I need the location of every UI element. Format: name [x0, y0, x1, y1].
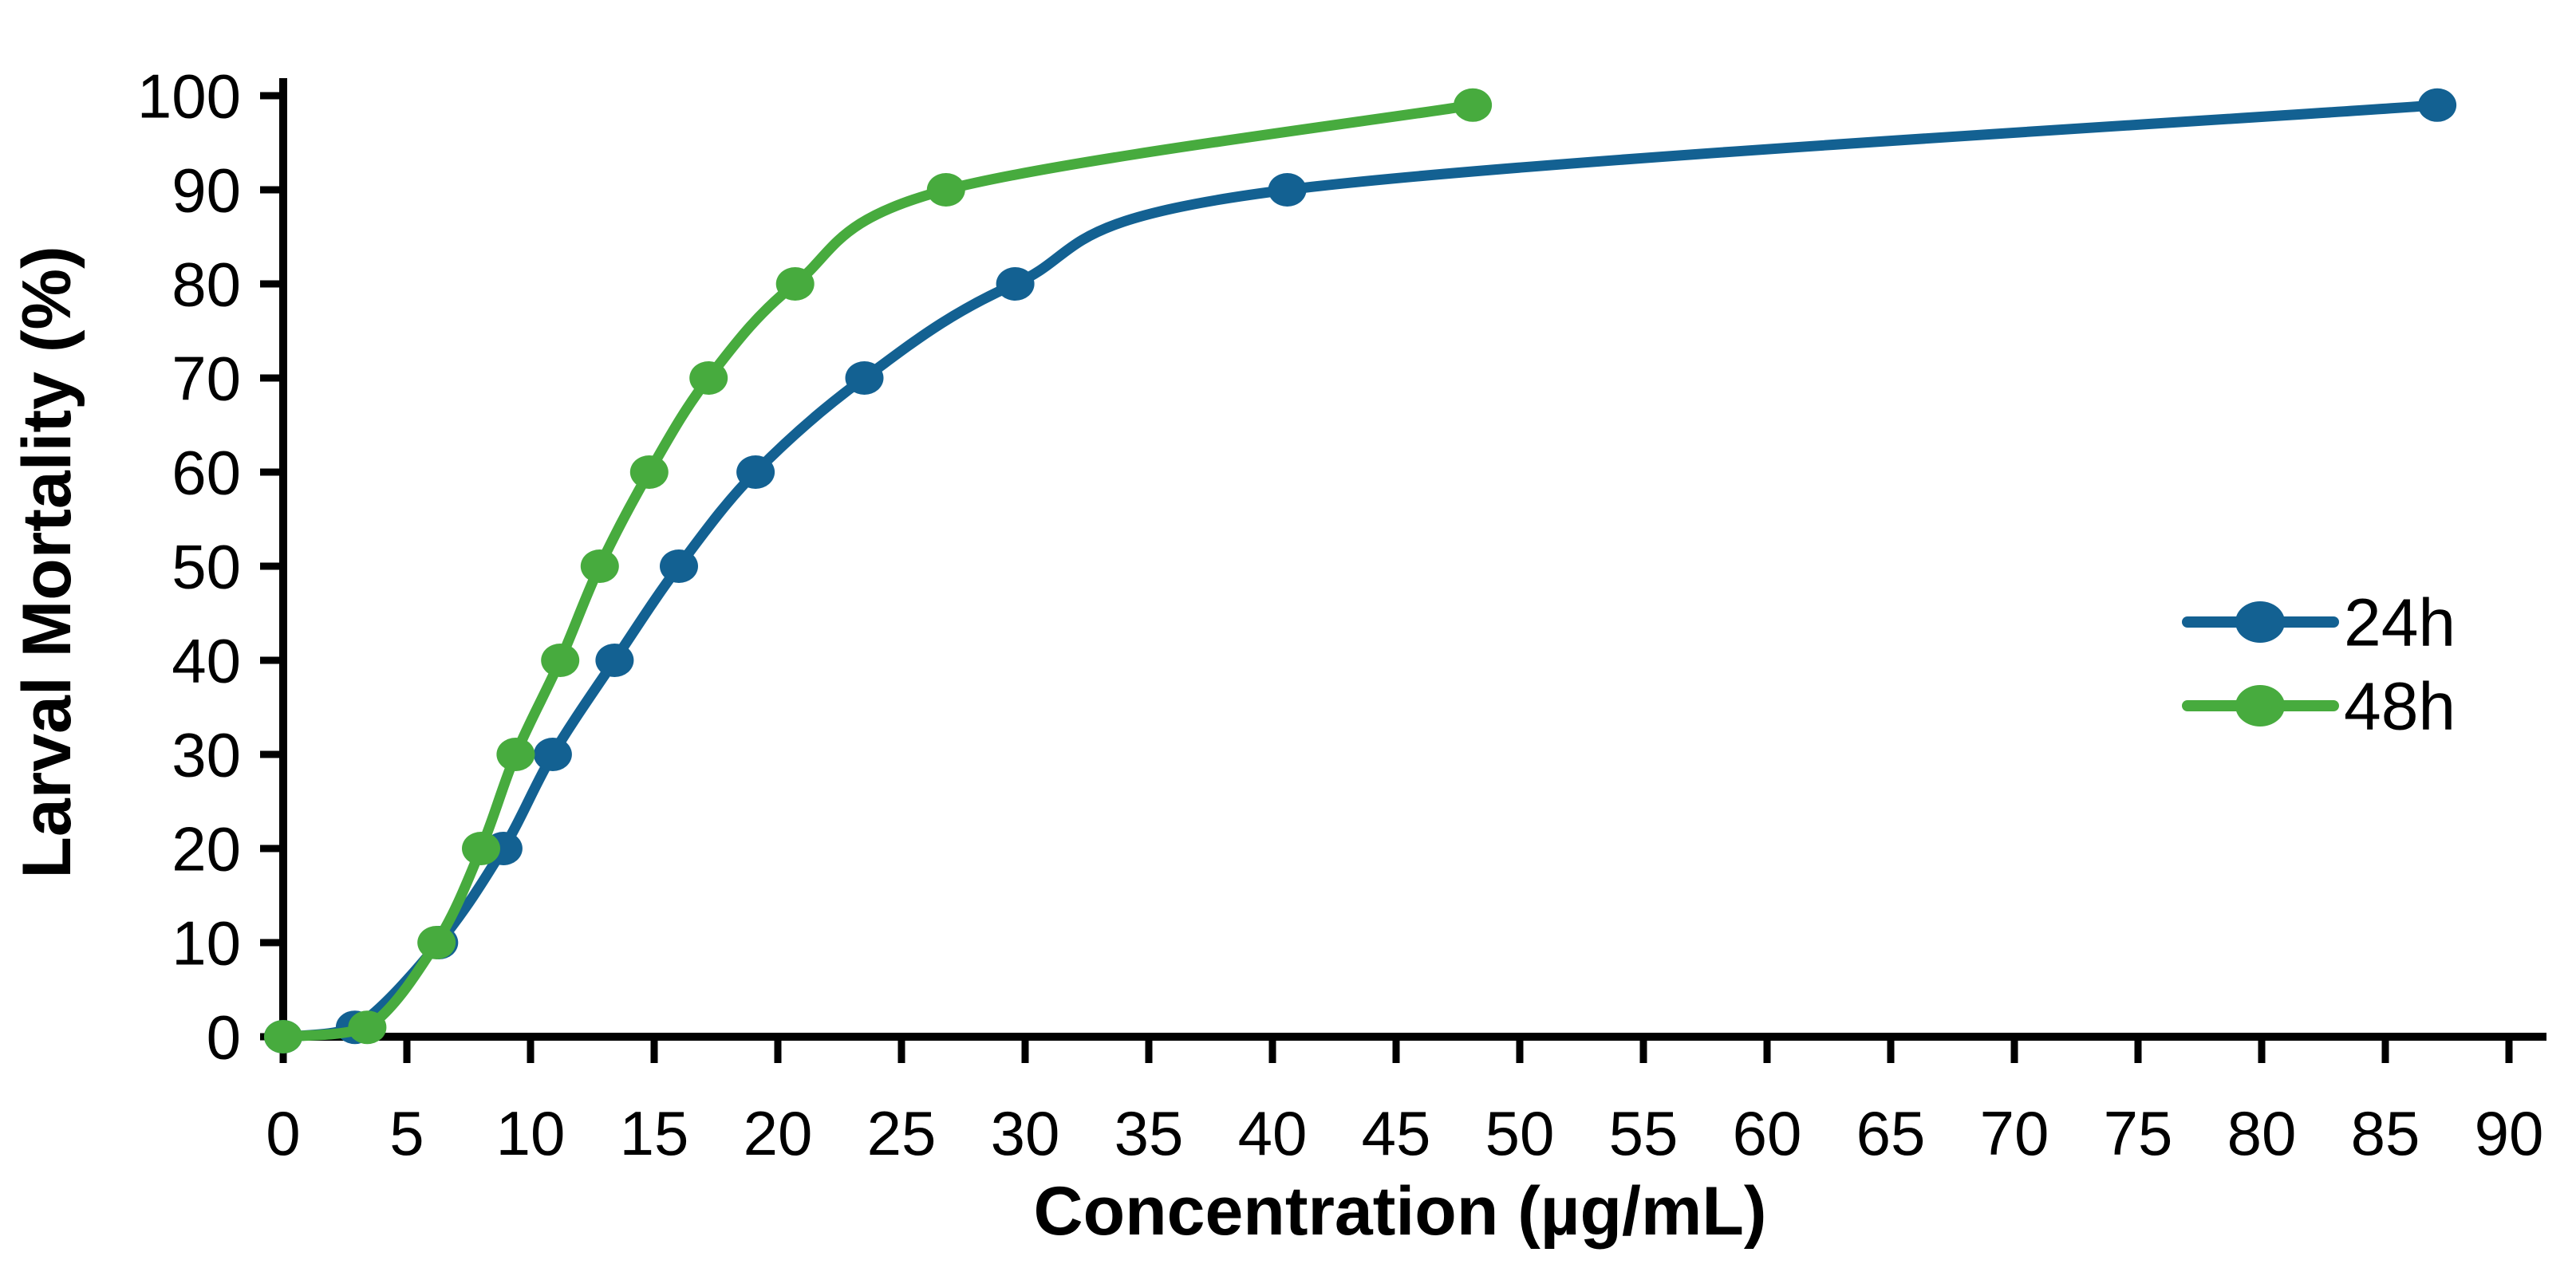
- legend-label-48h: 48h: [2344, 668, 2456, 743]
- y-tick-label: 0: [207, 1002, 241, 1072]
- data-point-24h: [660, 549, 698, 583]
- y-tick-label: 80: [172, 249, 241, 319]
- data-point-24h: [2418, 88, 2457, 122]
- y-tick-label: 100: [137, 61, 241, 131]
- x-tick-label: 35: [1114, 1098, 1184, 1168]
- data-point-48h: [1454, 88, 1493, 122]
- data-point-24h: [1268, 173, 1307, 207]
- y-tick-label: 50: [172, 531, 241, 601]
- data-point-48h: [264, 1020, 302, 1053]
- data-point-48h: [629, 455, 669, 489]
- data-point-48h: [541, 644, 580, 677]
- y-tick-label: 40: [172, 625, 241, 695]
- x-tick-label: 20: [744, 1098, 813, 1168]
- x-tick-label: 10: [496, 1098, 566, 1168]
- data-point-48h: [462, 832, 500, 865]
- line-48h: [278, 100, 1478, 1042]
- data-point-48h: [926, 173, 965, 207]
- y-tick-label: 90: [172, 155, 241, 225]
- legend-marker-48h-icon: [2235, 685, 2285, 727]
- data-point-48h: [580, 549, 619, 583]
- data-point-24h: [595, 644, 634, 677]
- x-tick-label: 70: [1980, 1098, 2049, 1168]
- x-tick-label: 90: [2475, 1098, 2544, 1168]
- data-point-48h: [417, 926, 456, 959]
- x-tick-label: 30: [991, 1098, 1060, 1168]
- data-point-48h: [775, 267, 815, 301]
- legend: 24h 48h: [2182, 585, 2456, 743]
- data-point-48h: [496, 738, 535, 771]
- data-point-24h: [533, 738, 572, 771]
- x-tick-label: 40: [1238, 1098, 1308, 1168]
- y-tick-label: 60: [172, 437, 241, 507]
- x-tick-label: 65: [1856, 1098, 1926, 1168]
- series-48h: [264, 88, 1493, 1053]
- x-tick-label: 50: [1485, 1098, 1555, 1168]
- x-tick-label: 60: [1733, 1098, 1802, 1168]
- x-axis-title: Concentration (µg/mL): [1033, 1173, 1766, 1250]
- x-tick-label: 75: [2104, 1098, 2173, 1168]
- legend-label-24h: 24h: [2344, 585, 2456, 660]
- y-tick-label: 20: [172, 813, 241, 884]
- legend-marker-24h-icon: [2235, 601, 2285, 643]
- legend-item-24h: 24h: [2182, 585, 2456, 660]
- data-point-24h: [845, 361, 884, 395]
- x-tick-label: 80: [2227, 1098, 2297, 1168]
- x-tick-label: 0: [266, 1098, 300, 1168]
- x-tick-label: 5: [389, 1098, 424, 1168]
- x-tick-label: 55: [1609, 1098, 1679, 1168]
- data-point-48h: [689, 361, 728, 395]
- y-axis-title: Larval Mortality (%): [9, 246, 85, 878]
- x-tick-label: 25: [867, 1098, 937, 1168]
- data-point-24h: [996, 267, 1035, 301]
- axes-layer: 0 5 10 15 20 25 30 35 40 45 50 55 60 65 70 75 80 85 90 0 10 2…: [137, 61, 2546, 1168]
- x-tick-label: 85: [2351, 1098, 2420, 1168]
- x-tick-label: 15: [620, 1098, 689, 1168]
- legend-item-48h: 48h: [2182, 668, 2456, 743]
- data-point-48h: [348, 1010, 387, 1045]
- y-tick-label: 10: [172, 908, 241, 978]
- series-layer: [264, 88, 2457, 1053]
- y-tick-label: 30: [172, 719, 241, 790]
- x-tick-label: 45: [1362, 1098, 1431, 1168]
- y-tick-label: 70: [172, 343, 241, 413]
- data-point-24h: [736, 455, 775, 489]
